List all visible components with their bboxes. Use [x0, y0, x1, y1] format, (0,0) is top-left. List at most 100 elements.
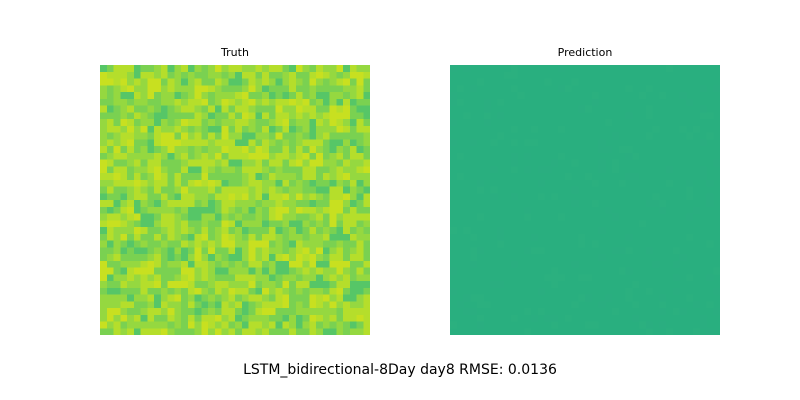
- heatmap-cell: [531, 119, 539, 127]
- heatmap-cell: [187, 206, 195, 214]
- heatmap-cell: [363, 247, 370, 255]
- heatmap-cell: [140, 321, 148, 329]
- heatmap-cell: [268, 274, 276, 282]
- heatmap-cell: [578, 119, 586, 127]
- heatmap-cell: [160, 119, 168, 127]
- heatmap-cell: [160, 308, 168, 316]
- heatmap-cell: [537, 112, 545, 120]
- heatmap-cell: [275, 65, 283, 73]
- heatmap-cell: [706, 139, 714, 147]
- heatmap-cell: [483, 186, 491, 194]
- heatmap-cell: [706, 146, 714, 154]
- heatmap-cell: [544, 179, 552, 187]
- heatmap-cell: [497, 260, 505, 268]
- heatmap-cell: [591, 240, 599, 248]
- heatmap-cell: [450, 321, 458, 329]
- heatmap-cell: [686, 247, 694, 255]
- heatmap-cell: [612, 186, 620, 194]
- heatmap-cell: [208, 240, 216, 248]
- heatmap-cell: [289, 281, 297, 289]
- heatmap-cell: [154, 213, 162, 221]
- heatmap-cell: [490, 294, 498, 302]
- heatmap-cell: [666, 78, 674, 86]
- heatmap-cell: [645, 132, 653, 140]
- heatmap-cell: [551, 193, 559, 201]
- heatmap-cell: [699, 206, 707, 214]
- heatmap-cell: [558, 213, 566, 221]
- heatmap-cell: [612, 65, 620, 73]
- heatmap-cell: [356, 146, 364, 154]
- heatmap-cell: [456, 281, 464, 289]
- heatmap-cell: [679, 233, 687, 241]
- heatmap-cell: [214, 220, 222, 228]
- heatmap-cell: [490, 65, 498, 73]
- heatmap-cell: [356, 206, 364, 214]
- heatmap-cell: [248, 254, 256, 262]
- heatmap-cell: [329, 98, 337, 106]
- heatmap-cell: [194, 314, 202, 322]
- heatmap-cell: [510, 146, 518, 154]
- heatmap-cell: [679, 200, 687, 208]
- heatmap-cell: [167, 206, 175, 214]
- heatmap-cell: [167, 233, 175, 241]
- heatmap-cell: [591, 152, 599, 160]
- heatmap-cell: [504, 314, 512, 322]
- heatmap-cell: [517, 287, 525, 295]
- heatmap-cell: [289, 78, 297, 86]
- heatmap-cell: [693, 206, 701, 214]
- heatmap-cell: [106, 119, 114, 127]
- heatmap-cell: [174, 179, 182, 187]
- heatmap-cell: [598, 125, 606, 133]
- heatmap-cell: [672, 301, 680, 309]
- heatmap-cell: [510, 321, 518, 329]
- heatmap-cell: [470, 206, 478, 214]
- heatmap-cell: [517, 233, 525, 241]
- heatmap-cell: [235, 213, 243, 221]
- heatmap-cell: [645, 321, 653, 329]
- heatmap-cell: [106, 328, 114, 335]
- heatmap-cell: [248, 119, 256, 127]
- heatmap-cell: [618, 112, 626, 120]
- heatmap-cell: [322, 294, 330, 302]
- heatmap-cell: [510, 314, 518, 322]
- heatmap-cell: [652, 139, 660, 147]
- heatmap-cell: [343, 105, 351, 113]
- heatmap-cell: [544, 146, 552, 154]
- heatmap-cell: [686, 274, 694, 282]
- heatmap-cell: [625, 314, 633, 322]
- heatmap-cell: [322, 328, 330, 335]
- heatmap-cell: [456, 274, 464, 282]
- heatmap-cell: [564, 112, 572, 120]
- heatmap-cell: [517, 206, 525, 214]
- heatmap-cell: [356, 71, 364, 79]
- heatmap-cell: [504, 98, 512, 106]
- heatmap-cell: [517, 328, 525, 335]
- heatmap-cell: [524, 173, 532, 181]
- heatmap-cell: [147, 98, 155, 106]
- heatmap-cell: [517, 146, 525, 154]
- heatmap-cell: [463, 132, 471, 140]
- heatmap-cell: [679, 240, 687, 248]
- heatmap-cell: [295, 193, 303, 201]
- heatmap-cell: [450, 213, 458, 221]
- heatmap-cell: [585, 328, 593, 335]
- heatmap-cell: [652, 233, 660, 241]
- heatmap-cell: [187, 254, 195, 262]
- heatmap-cell: [591, 173, 599, 181]
- heatmap-cell: [652, 200, 660, 208]
- heatmap-cell: [618, 308, 626, 316]
- heatmap-cell: [645, 240, 653, 248]
- heatmap-cell: [564, 301, 572, 309]
- heatmap-cell: [289, 301, 297, 309]
- heatmap-cell: [632, 119, 640, 127]
- heatmap-cell: [625, 105, 633, 113]
- heatmap-cell: [558, 71, 566, 79]
- heatmap-cell: [524, 193, 532, 201]
- heatmap-cell: [309, 254, 317, 262]
- heatmap-cell: [551, 227, 559, 235]
- heatmap-cell: [356, 281, 364, 289]
- heatmap-cell: [706, 200, 714, 208]
- heatmap-cell: [282, 321, 290, 329]
- heatmap-cell: [699, 247, 707, 255]
- heatmap-cell: [248, 179, 256, 187]
